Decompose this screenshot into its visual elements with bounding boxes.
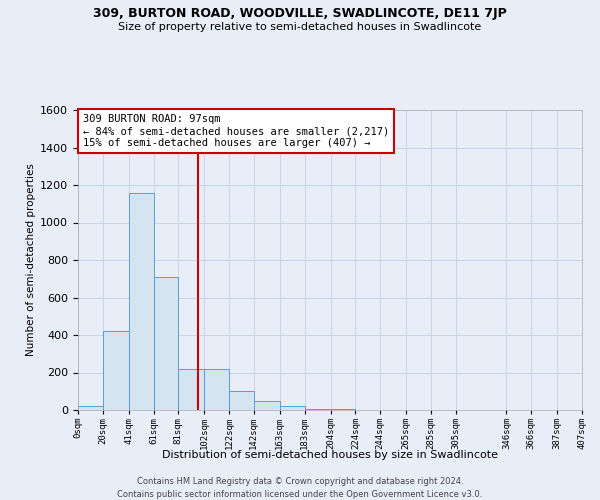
Text: 309 BURTON ROAD: 97sqm
← 84% of semi-detached houses are smaller (2,217)
15% of : 309 BURTON ROAD: 97sqm ← 84% of semi-det… <box>83 114 389 148</box>
Bar <box>305 408 331 410</box>
Bar <box>154 277 178 410</box>
Bar <box>178 369 205 410</box>
Text: Contains public sector information licensed under the Open Government Licence v3: Contains public sector information licen… <box>118 490 482 499</box>
Bar <box>280 406 305 410</box>
Text: 309, BURTON ROAD, WOODVILLE, SWADLINCOTE, DE11 7JP: 309, BURTON ROAD, WOODVILLE, SWADLINCOTE… <box>93 8 507 20</box>
Y-axis label: Number of semi-detached properties: Number of semi-detached properties <box>26 164 36 356</box>
Bar <box>254 400 280 410</box>
Bar <box>78 406 103 410</box>
Bar <box>229 391 254 410</box>
Bar <box>103 331 129 410</box>
Bar <box>129 192 154 410</box>
Text: Size of property relative to semi-detached houses in Swadlincote: Size of property relative to semi-detach… <box>118 22 482 32</box>
Text: Distribution of semi-detached houses by size in Swadlincote: Distribution of semi-detached houses by … <box>162 450 498 460</box>
Text: Contains HM Land Registry data © Crown copyright and database right 2024.: Contains HM Land Registry data © Crown c… <box>137 478 463 486</box>
Bar <box>331 409 355 410</box>
Bar <box>205 369 229 410</box>
